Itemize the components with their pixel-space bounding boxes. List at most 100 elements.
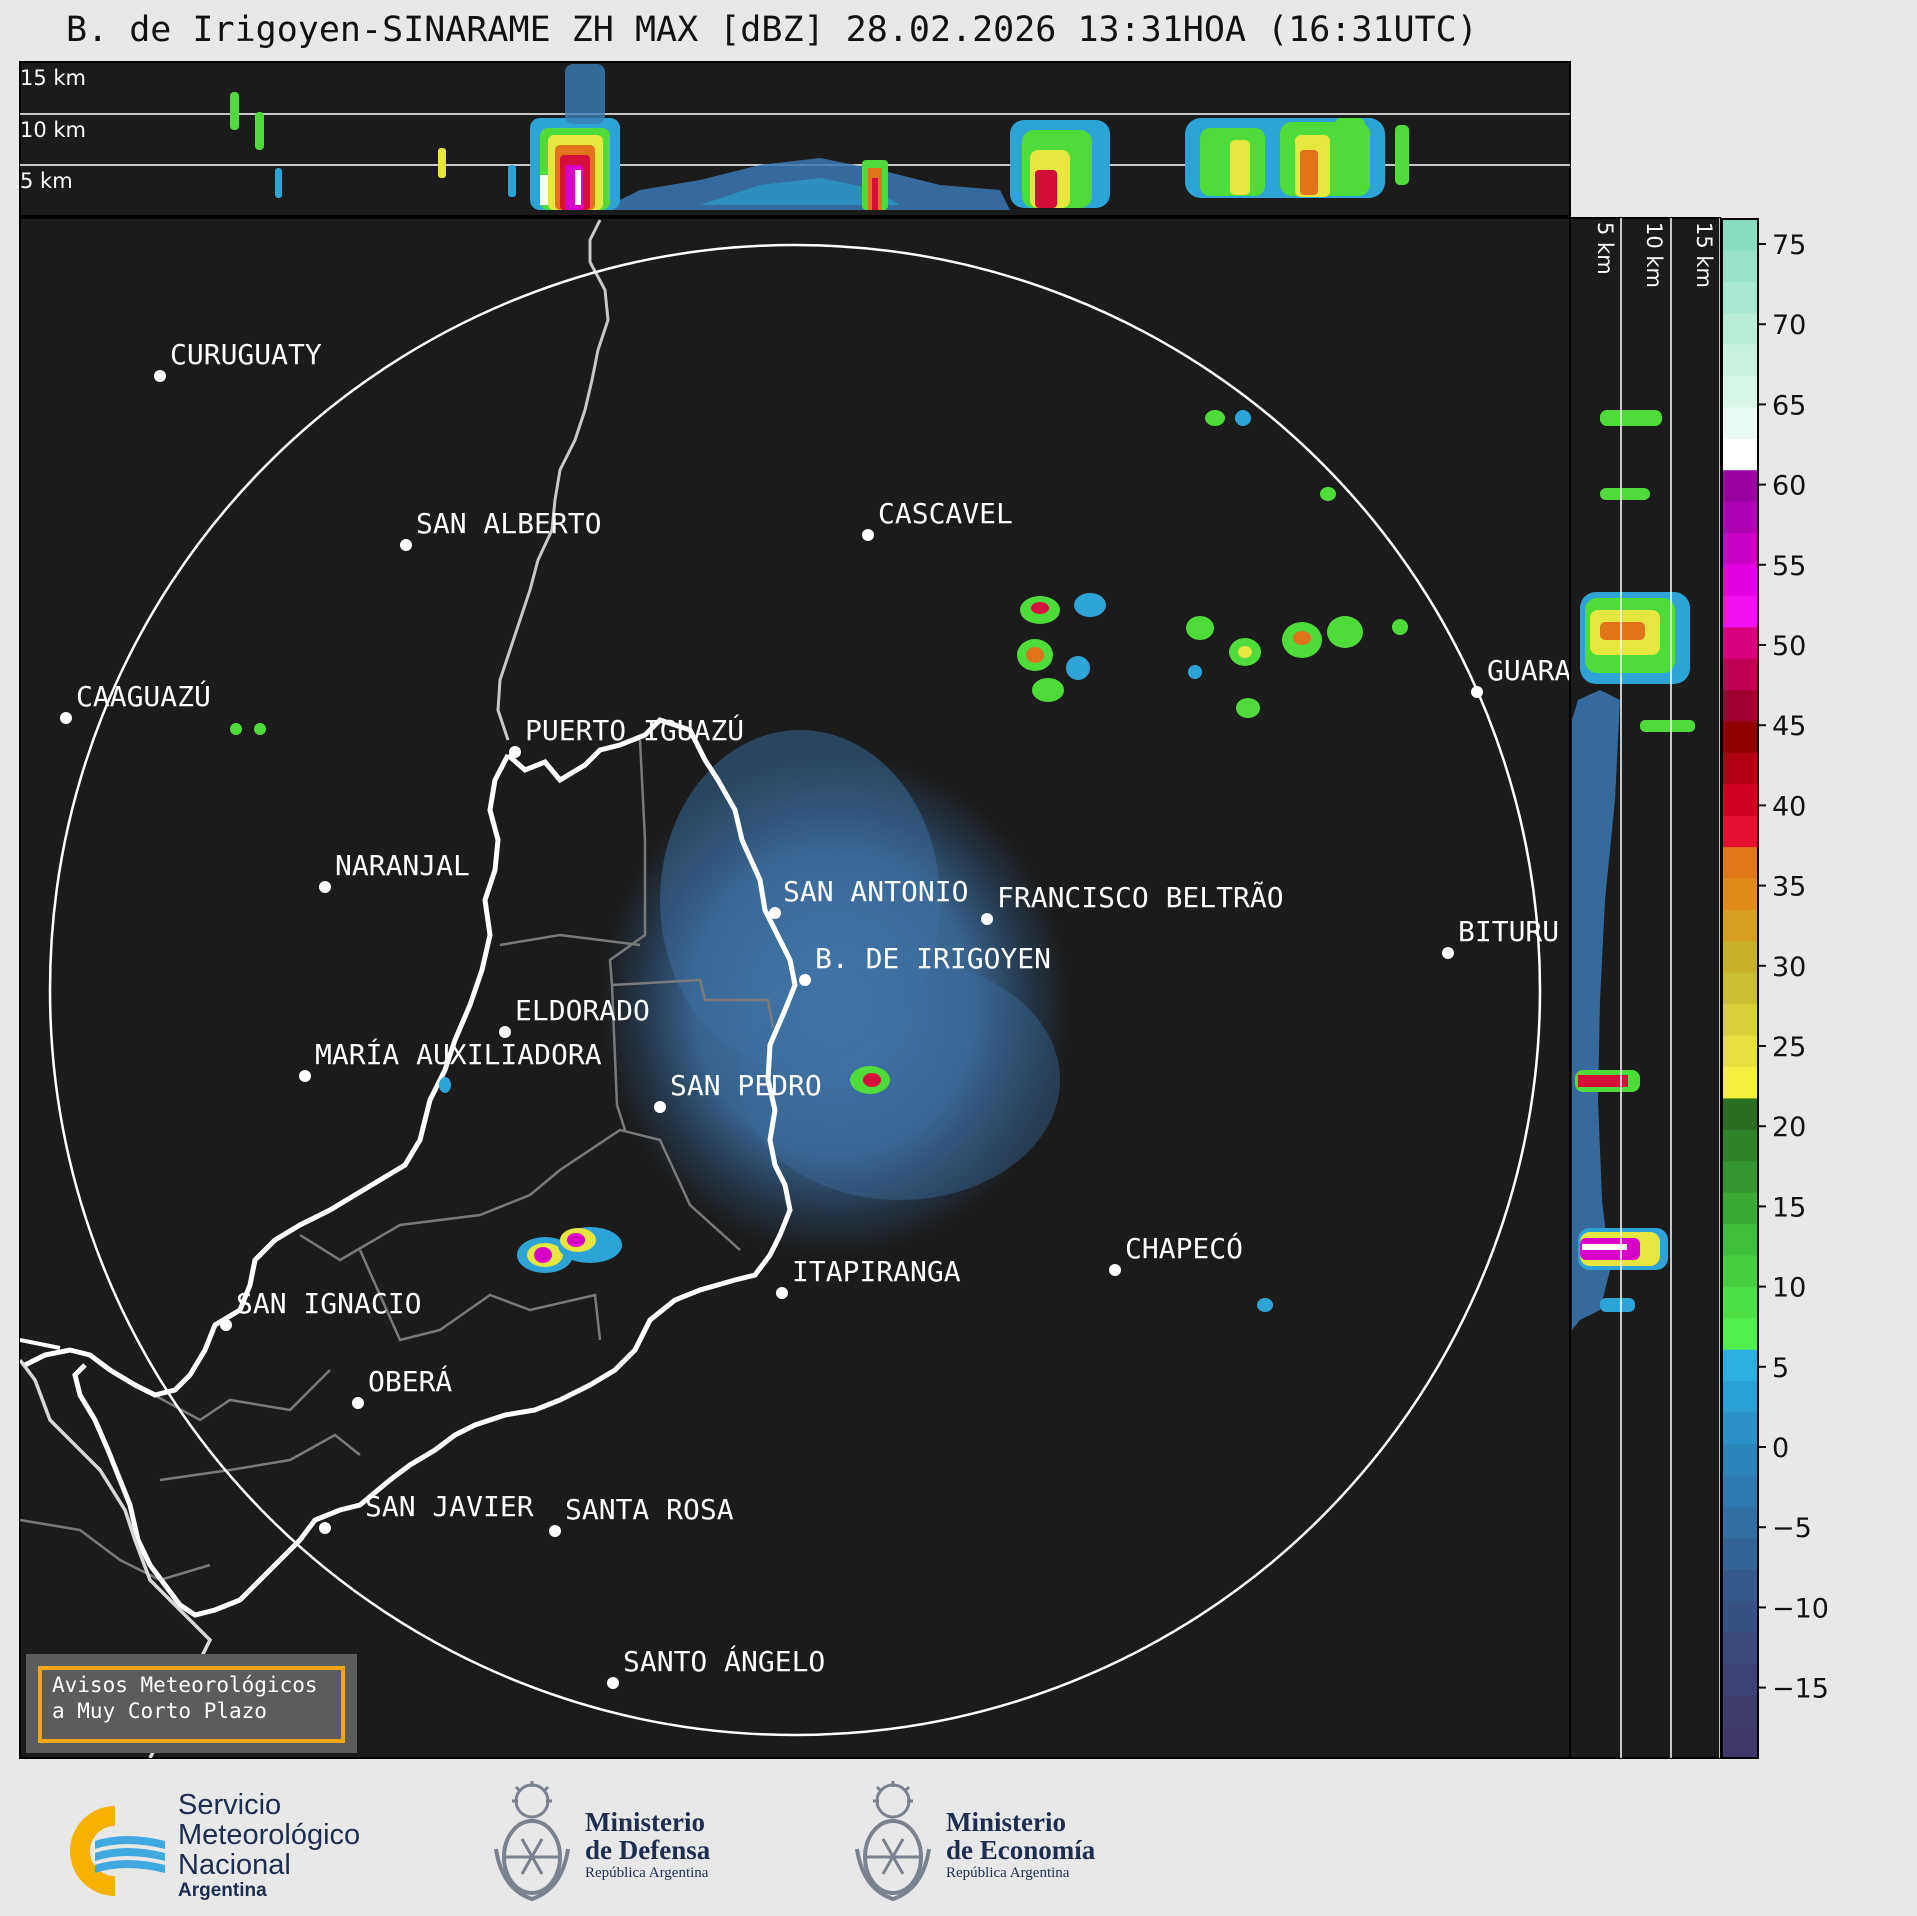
- city-label: SAN ALBERTO: [416, 507, 601, 540]
- top-alt-label-15: 15 km: [20, 66, 86, 90]
- colorbar-swatch: [1722, 1538, 1758, 1571]
- city-marker: [509, 746, 521, 758]
- defensa-text: Ministerio de Defensa República Argentin…: [585, 1808, 710, 1882]
- colorbar-swatch: [1722, 941, 1758, 974]
- city-label: BITURU: [1458, 915, 1559, 948]
- colorbar-swatch: [1722, 564, 1758, 597]
- city-guara: GUARA: [1471, 654, 1571, 698]
- colorbar-tick-label: 30: [1772, 952, 1806, 983]
- colorbar-frame: [1721, 218, 1759, 1759]
- colorbar-swatch: [1722, 627, 1758, 660]
- city-label: SAN JAVIER: [365, 1490, 534, 1523]
- city-san-antonio: SAN ANTONIO: [769, 875, 968, 919]
- top-altitude-profile: 15 km 10 km 5 km: [19, 61, 1571, 217]
- city-label: SAN PEDRO: [670, 1069, 822, 1102]
- colorbar-swatch: [1722, 1349, 1758, 1382]
- city-marker: [981, 913, 993, 925]
- city-label: CHAPECÓ: [1125, 1231, 1243, 1265]
- colorbar-swatch: [1722, 533, 1758, 566]
- side-alt-label-5: 5 km: [1593, 222, 1617, 275]
- storm-cells: [230, 410, 1408, 1312]
- city-marker: [776, 1287, 788, 1299]
- city-marker: [1471, 686, 1483, 698]
- aviso-line-2: a Muy Corto Plazo: [52, 1699, 267, 1723]
- city-ober-: OBERÁ: [352, 1364, 452, 1409]
- city-chapec-: CHAPECÓ: [1109, 1231, 1243, 1276]
- city-marker: [400, 539, 412, 551]
- city-label: CAAGUAZÚ: [76, 679, 211, 713]
- city-marker: [799, 974, 811, 986]
- city-marker: [499, 1026, 511, 1038]
- city-label: GUARA: [1487, 654, 1571, 687]
- economia-line-3: República Argentina: [946, 1865, 1070, 1881]
- radar-map: CURUGUATY SAN ALBERTO CASCAVEL CAAGUAZÚ PUER…: [19, 217, 1571, 1759]
- city-layer: CURUGUATY SAN ALBERTO CASCAVEL CAAGUAZÚ PUER…: [60, 338, 1571, 1689]
- colorbar-tick-label: 35: [1772, 872, 1806, 903]
- colorbar-swatch: [1722, 1067, 1758, 1100]
- colorbar-tick-label: 50: [1772, 631, 1806, 662]
- city-francisco-beltr-o: FRANCISCO BELTRÃO: [981, 881, 1284, 925]
- colorbar-swatch: [1722, 1726, 1758, 1759]
- colorbar-swatch: [1722, 313, 1758, 346]
- city-mar-a-auxiliadora: MARÍA AUXILIADORA: [299, 1037, 602, 1082]
- colorbar-swatch: [1722, 1663, 1758, 1696]
- storm-column-west: [530, 64, 620, 210]
- colorbar-swatch: [1722, 407, 1758, 440]
- colorbar-swatch: [1722, 219, 1758, 252]
- city-b-de-irigoyen: B. DE IRIGOYEN: [799, 942, 1051, 986]
- city-marker: [299, 1070, 311, 1082]
- aviso-box[interactable]: Avisos Meteorológicos a Muy Corto Plazo: [38, 1666, 345, 1743]
- colorbar-swatch: [1722, 438, 1758, 471]
- aviso-line-1: Avisos Meteorológicos: [52, 1673, 318, 1697]
- colorbar-swatch: [1722, 721, 1758, 754]
- city-marker: [654, 1101, 666, 1113]
- parana-river-north: [496, 219, 610, 741]
- colorbar-tick-label: 25: [1772, 1032, 1806, 1063]
- defensa-line-3: República Argentina: [585, 1865, 709, 1881]
- city-label: SAN ANTONIO: [783, 875, 968, 908]
- colorbar-swatch: [1722, 1443, 1758, 1476]
- city-santa-rosa: SANTA ROSA: [549, 1493, 734, 1537]
- city-san-alberto: SAN ALBERTO: [400, 507, 601, 551]
- city-label: NARANJAL: [335, 849, 470, 882]
- colorbar-tick-label: −5: [1772, 1513, 1812, 1544]
- colorbar-swatch: [1722, 1161, 1758, 1194]
- city-label: OBERÁ: [368, 1364, 452, 1398]
- city-label: MARÍA AUXILIADORA: [315, 1037, 602, 1071]
- colorbar-swatch: [1722, 281, 1758, 314]
- colorbar-swatch: [1722, 1318, 1758, 1351]
- city-naranjal: NARANJAL: [319, 849, 470, 893]
- city-marker: [862, 529, 874, 541]
- colorbar-tick-label: 55: [1772, 551, 1806, 582]
- colorbar-tick-label: 20: [1772, 1112, 1806, 1143]
- colorbar-swatch: [1722, 878, 1758, 911]
- city-label: ITAPIRANGA: [792, 1255, 961, 1288]
- colorbar-swatch: [1722, 1412, 1758, 1445]
- range-ring: [48, 243, 1542, 1737]
- colorbar-swatch: [1722, 1286, 1758, 1319]
- smn-line-1: Servicio: [178, 1789, 282, 1821]
- colorbar-tick-label: 65: [1772, 390, 1806, 421]
- smn-logo-icon: [70, 1806, 165, 1896]
- economia-line-1: Ministerio: [946, 1807, 1066, 1837]
- aviso-banner[interactable]: Avisos Meteorológicos a Muy Corto Plazo: [26, 1654, 357, 1753]
- colorbar-swatch: [1722, 1035, 1758, 1068]
- defensa-coat-of-arms-icon: [494, 1781, 570, 1902]
- city-puerto-iguaz-: PUERTO IGUAZÚ: [509, 713, 744, 758]
- colorbar-swatch: [1722, 1381, 1758, 1414]
- colorbar-swatch: [1722, 847, 1758, 880]
- city-santo-ngelo: SANTO ÁNGELO: [607, 1644, 825, 1689]
- colorbar-swatch: [1722, 344, 1758, 377]
- colorbar-tick-label: 45: [1772, 711, 1806, 742]
- colorbar-swatch: [1722, 1004, 1758, 1037]
- economia-text: Ministerio de Economía República Argenti…: [946, 1808, 1095, 1882]
- colorbar-swatch: [1722, 1506, 1758, 1539]
- city-curuguaty: CURUGUATY: [154, 338, 322, 382]
- colorbar-swatch: [1722, 376, 1758, 409]
- city-label: CASCAVEL: [878, 497, 1013, 530]
- colorbar-swatch: [1722, 972, 1758, 1005]
- defensa-line-1: Ministerio: [585, 1807, 705, 1837]
- city-san-ignacio: SAN IGNACIO: [220, 1287, 421, 1331]
